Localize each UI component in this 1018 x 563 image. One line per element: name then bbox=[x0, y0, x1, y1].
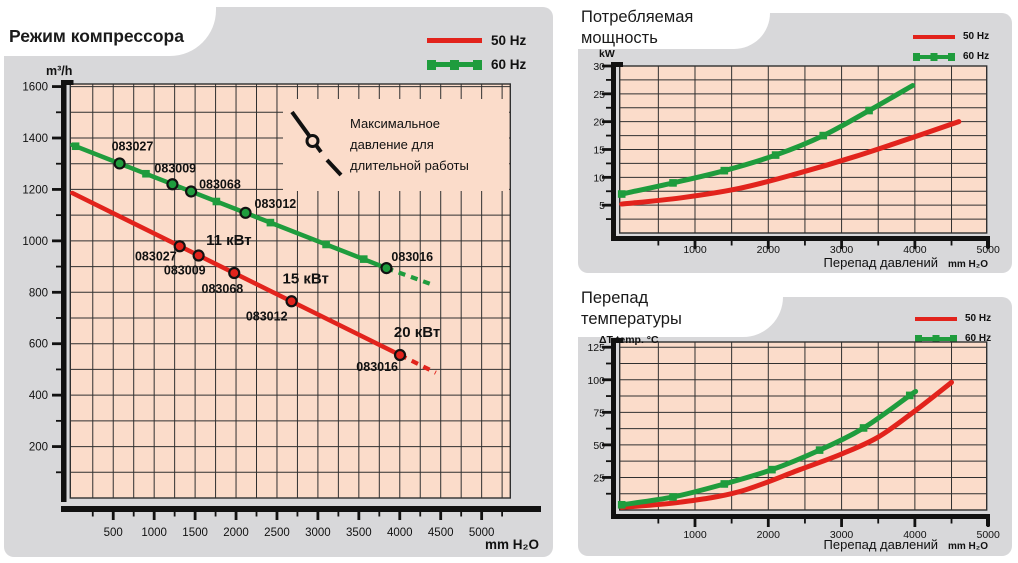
legend-label-50hz: 50 Hz bbox=[965, 313, 992, 324]
legend-label-60hz: 60 Hz bbox=[491, 57, 527, 72]
power-title-cutout bbox=[578, 13, 770, 49]
legend-compressor-60hz: 60 Hz bbox=[427, 57, 526, 72]
power-title-line1: Потребляемая bbox=[581, 8, 694, 26]
legend-label-60hz: 60 Hz bbox=[963, 51, 990, 62]
temp-title-line1: Перепад bbox=[581, 289, 649, 307]
legend-label-60hz: 60 Hz bbox=[965, 333, 992, 344]
compressor-chart-title: Режим компрессора bbox=[9, 26, 184, 46]
60hz-line-swatch-icon bbox=[915, 334, 957, 343]
compressor-chart-panel bbox=[4, 7, 553, 557]
power-title-line2: мощность bbox=[581, 29, 658, 47]
50hz-line-swatch-icon bbox=[915, 316, 957, 321]
legend-temp-60hz: 60 Hz bbox=[915, 333, 991, 344]
legend-power-60hz: 60 Hz bbox=[913, 51, 989, 62]
50hz-line-swatch-icon bbox=[913, 34, 955, 39]
legend-temp-50hz: 50 Hz bbox=[915, 313, 991, 324]
temp-chart-title: Перепад температуры bbox=[581, 288, 682, 330]
50hz-line-swatch-icon bbox=[427, 38, 482, 43]
legend-power-50hz: 50 Hz bbox=[913, 31, 989, 42]
legend-label-50hz: 50 Hz bbox=[963, 31, 990, 42]
60hz-line-swatch-icon bbox=[427, 59, 482, 70]
60hz-line-swatch-icon bbox=[913, 52, 955, 61]
legend-compressor-50hz: 50 Hz bbox=[427, 33, 526, 48]
power-chart-title: Потребляемая мощность bbox=[581, 7, 693, 49]
temp-title-cutout bbox=[578, 297, 783, 337]
legend-label-50hz: 50 Hz bbox=[491, 33, 527, 48]
temp-title-line2: температуры bbox=[581, 310, 682, 328]
compressor-title-cutout bbox=[4, 7, 216, 56]
